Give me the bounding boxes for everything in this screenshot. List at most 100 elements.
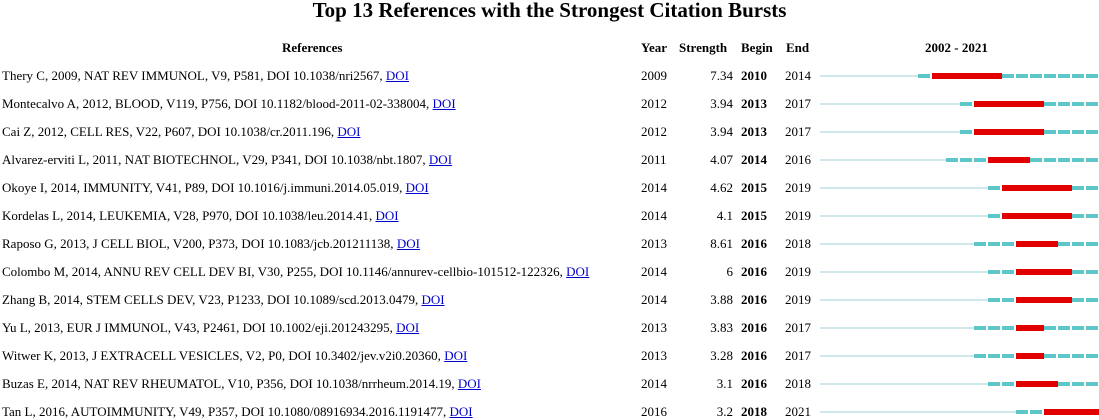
begin: 2015 bbox=[741, 208, 767, 223]
burst-segment bbox=[1030, 241, 1044, 247]
end: 2017 bbox=[785, 96, 811, 111]
begin: 2010 bbox=[741, 68, 767, 83]
doi-link[interactable]: DOI bbox=[566, 264, 590, 279]
burst-segment bbox=[1016, 353, 1030, 359]
end: 2017 bbox=[785, 124, 811, 139]
end: 2021 bbox=[785, 404, 811, 419]
end: 2018 bbox=[785, 236, 811, 251]
burst-segment bbox=[1016, 325, 1030, 331]
burst-segment bbox=[988, 73, 1002, 79]
pre-publication-line bbox=[820, 327, 974, 329]
active-segment bbox=[988, 298, 1000, 302]
active-segment bbox=[960, 158, 972, 162]
pre-publication-line bbox=[820, 103, 960, 105]
burst-segment bbox=[1030, 325, 1044, 331]
strength: 3.94 bbox=[710, 124, 733, 139]
burst-segment bbox=[1044, 241, 1058, 247]
pre-publication-line bbox=[820, 411, 1016, 413]
burst-segment bbox=[1030, 213, 1044, 219]
burst-segment bbox=[1016, 157, 1030, 163]
burst-segment bbox=[1016, 297, 1030, 303]
active-segment bbox=[1058, 158, 1070, 162]
active-segment bbox=[1002, 326, 1014, 330]
active-segment bbox=[946, 158, 958, 162]
burst-segment bbox=[1016, 213, 1030, 219]
burst-segment bbox=[988, 129, 1002, 135]
pre-publication-line bbox=[820, 131, 960, 133]
burst-segment bbox=[1044, 297, 1058, 303]
doi-link[interactable]: DOI bbox=[428, 152, 453, 167]
strength: 4.07 bbox=[710, 152, 733, 167]
pre-publication-line bbox=[820, 355, 974, 357]
doi-link[interactable]: DOI bbox=[444, 348, 468, 363]
begin: 2015 bbox=[741, 180, 767, 195]
burst-segment bbox=[960, 73, 974, 79]
begin: 2018 bbox=[741, 404, 767, 419]
active-segment bbox=[1016, 74, 1028, 78]
reference: Buzas E, 2014, NAT REV RHEUMATOL, V10, P… bbox=[2, 376, 481, 391]
doi-link[interactable]: DOI bbox=[432, 96, 456, 111]
pre-publication-line bbox=[820, 187, 988, 189]
active-segment bbox=[1058, 74, 1070, 78]
doi-link[interactable]: DOI bbox=[421, 292, 445, 307]
end: 2019 bbox=[785, 292, 811, 307]
doi-link[interactable]: DOI bbox=[396, 320, 420, 335]
strength: 3.2 bbox=[716, 404, 733, 419]
reference: Thery C, 2009, NAT REV IMMUNOL, V9, P581… bbox=[2, 68, 409, 83]
doi-link[interactable]: DOI bbox=[337, 124, 361, 139]
burst-segment bbox=[1044, 185, 1058, 191]
doi-link[interactable]: DOI bbox=[396, 236, 420, 251]
header-end: End bbox=[786, 40, 810, 55]
end: 2016 bbox=[785, 152, 811, 167]
year: 2011 bbox=[641, 152, 667, 167]
burst-segment bbox=[1016, 269, 1030, 275]
pre-publication-line bbox=[820, 299, 988, 301]
header-begin: Begin bbox=[741, 40, 773, 55]
pre-publication-line bbox=[820, 75, 918, 77]
burst-segment bbox=[1002, 101, 1016, 107]
begin: 2016 bbox=[741, 376, 767, 391]
active-segment bbox=[974, 158, 986, 162]
active-segment bbox=[1086, 326, 1098, 330]
burst-segment bbox=[1002, 129, 1016, 135]
pre-publication-line bbox=[820, 215, 988, 217]
active-segment bbox=[1072, 74, 1084, 78]
doi-link[interactable]: DOI bbox=[375, 208, 399, 223]
strength: 3.28 bbox=[710, 348, 733, 363]
active-segment bbox=[1002, 242, 1014, 246]
active-segment bbox=[1058, 382, 1070, 386]
begin: 2016 bbox=[741, 292, 767, 307]
doi-link[interactable]: DOI bbox=[457, 376, 481, 391]
active-segment bbox=[974, 354, 986, 358]
begin: 2016 bbox=[741, 348, 767, 363]
pre-publication-line bbox=[820, 271, 988, 273]
burst-segment bbox=[1058, 409, 1072, 415]
active-segment bbox=[988, 242, 1000, 246]
active-segment bbox=[1044, 74, 1056, 78]
year: 2014 bbox=[641, 376, 667, 391]
active-segment bbox=[1044, 354, 1056, 358]
doi-link[interactable]: DOI bbox=[385, 68, 409, 83]
active-segment bbox=[1072, 298, 1084, 302]
burst-segment bbox=[1002, 213, 1016, 219]
burst-segment bbox=[1016, 185, 1030, 191]
strength: 4.62 bbox=[710, 180, 733, 195]
end: 2017 bbox=[785, 348, 811, 363]
doi-link[interactable]: DOI bbox=[405, 180, 429, 195]
burst-segment bbox=[1044, 213, 1058, 219]
header-year: Year bbox=[641, 40, 667, 55]
begin: 2014 bbox=[741, 152, 767, 167]
active-segment bbox=[988, 214, 1000, 218]
active-segment bbox=[988, 270, 1000, 274]
year: 2012 bbox=[641, 124, 667, 139]
title: Top 13 References with the Strongest Cit… bbox=[312, 0, 787, 22]
active-segment bbox=[1072, 186, 1084, 190]
doi-link[interactable]: DOI bbox=[449, 404, 473, 419]
active-segment bbox=[1058, 354, 1070, 358]
end: 2017 bbox=[785, 320, 811, 335]
reference: Montecalvo A, 2012, BLOOD, V119, P756, D… bbox=[2, 96, 456, 111]
active-segment bbox=[1086, 354, 1098, 358]
end: 2014 bbox=[785, 68, 811, 83]
active-segment bbox=[1086, 270, 1098, 274]
burst-segment bbox=[1058, 269, 1072, 275]
